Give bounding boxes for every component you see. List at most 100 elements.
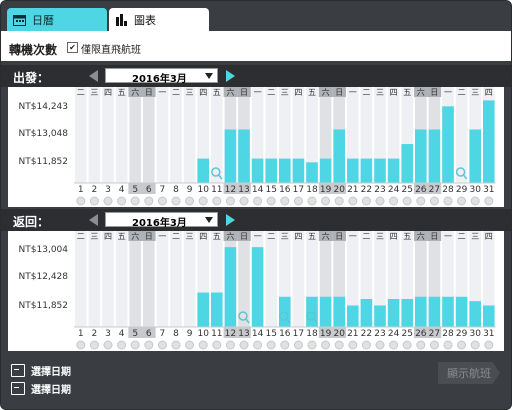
outbound-date-label: 10 bbox=[197, 185, 209, 195]
select-outbound-date-link[interactable]: 選擇日期 bbox=[11, 363, 71, 378]
select-outbound-date-label: 選擇日期 bbox=[31, 367, 71, 378]
inbound-day-radio[interactable] bbox=[375, 340, 385, 350]
inbound-day-radio[interactable] bbox=[457, 340, 467, 350]
inbound-day-radio[interactable] bbox=[307, 340, 317, 350]
inbound-date-label: 1 bbox=[78, 329, 84, 339]
outbound-day-radio[interactable] bbox=[470, 196, 480, 206]
outbound-day-radio[interactable] bbox=[117, 196, 127, 206]
inbound-bar bbox=[333, 296, 345, 327]
inbound-day-radio[interactable] bbox=[470, 340, 480, 350]
inbound-day-radio[interactable] bbox=[280, 340, 290, 350]
inbound-day-radio[interactable] bbox=[157, 340, 167, 350]
outbound-next-month-arrow-icon[interactable] bbox=[226, 70, 235, 82]
outbound-fare-chart: 二三四五六日一二三四五六日一二三四五六日一二三四五六日一二三四 NT$14,243… bbox=[8, 87, 504, 207]
inbound-day-radio[interactable] bbox=[416, 340, 426, 350]
inbound-day-radio[interactable] bbox=[76, 340, 86, 350]
inbound-day-radio[interactable] bbox=[144, 340, 154, 350]
outbound-day-radio[interactable] bbox=[157, 196, 167, 206]
outbound-day-radio[interactable] bbox=[389, 196, 399, 206]
inbound-day-radio[interactable] bbox=[185, 340, 195, 350]
outbound-day-radio[interactable] bbox=[293, 196, 303, 206]
show-flights-button[interactable]: 顯示航班 bbox=[438, 362, 500, 384]
inbound-day-radio[interactable] bbox=[348, 340, 358, 350]
outbound-bar bbox=[279, 158, 291, 183]
outbound-day-radio[interactable] bbox=[402, 196, 412, 206]
outbound-date-label: 5 bbox=[132, 185, 138, 195]
outbound-day-radio[interactable] bbox=[443, 196, 453, 206]
inbound-day-radio[interactable] bbox=[334, 340, 344, 350]
outbound-day-radio[interactable] bbox=[212, 196, 222, 206]
inbound-day-radio[interactable] bbox=[484, 340, 494, 350]
outbound-day-radio[interactable] bbox=[484, 196, 494, 206]
inbound-day-radio[interactable] bbox=[429, 340, 439, 350]
outbound-day-radio[interactable] bbox=[239, 196, 249, 206]
inbound-day-radio[interactable] bbox=[89, 340, 99, 350]
outbound-month-select[interactable]: 2016年3月 bbox=[105, 68, 218, 85]
inbound-day-radio[interactable] bbox=[266, 340, 276, 350]
outbound-date-label: 16 bbox=[279, 185, 291, 195]
outbound-day-radio[interactable] bbox=[334, 196, 344, 206]
outbound-prev-month-arrow-icon[interactable] bbox=[89, 70, 98, 82]
outbound-bar bbox=[251, 158, 264, 183]
inbound-day-radio[interactable] bbox=[198, 340, 208, 350]
inbound-day-column bbox=[75, 231, 87, 327]
outbound-day-radio[interactable] bbox=[130, 196, 140, 206]
outbound-day-radio[interactable] bbox=[76, 196, 86, 206]
outbound-day-radio[interactable] bbox=[225, 196, 235, 206]
inbound-day-column bbox=[401, 231, 413, 327]
outbound-day-radio[interactable] bbox=[280, 196, 290, 206]
inbound-weekend-date-bg bbox=[318, 327, 333, 338]
outbound-day-radio[interactable] bbox=[416, 196, 426, 206]
outbound-day-radio[interactable] bbox=[198, 196, 208, 206]
inbound-weekday-label: 六 bbox=[131, 231, 139, 241]
outbound-day-radio[interactable] bbox=[321, 196, 331, 206]
direct-only-label[interactable]: 僅限直飛航班 bbox=[81, 45, 141, 56]
inbound-day-radio[interactable] bbox=[130, 340, 140, 350]
inbound-day-column bbox=[143, 231, 155, 327]
outbound-day-radio[interactable] bbox=[253, 196, 263, 206]
outbound-weekend-label-bg bbox=[128, 87, 142, 97]
outbound-day-radio[interactable] bbox=[171, 196, 181, 206]
outbound-day-radio[interactable] bbox=[103, 196, 113, 206]
outbound-day-radio[interactable] bbox=[185, 196, 195, 206]
outbound-day-radio[interactable] bbox=[89, 196, 99, 206]
outbound-weekend-date-bg bbox=[237, 183, 251, 194]
inbound-date-label: 19 bbox=[320, 329, 332, 339]
inbound-weekend-date-bg bbox=[427, 327, 442, 338]
outbound-day-radio[interactable] bbox=[348, 196, 358, 206]
inbound-day-radio[interactable] bbox=[239, 340, 249, 350]
inbound-day-radio[interactable] bbox=[103, 340, 113, 350]
search-icon-handle bbox=[463, 174, 468, 180]
tab-chart[interactable]: 圖表 bbox=[109, 8, 209, 31]
inbound-prev-month-arrow-icon[interactable] bbox=[89, 214, 98, 226]
outbound-day-radio[interactable] bbox=[361, 196, 371, 206]
inbound-day-radio[interactable] bbox=[402, 340, 412, 350]
inbound-day-radio[interactable] bbox=[225, 340, 235, 350]
inbound-day-column bbox=[306, 231, 318, 327]
outbound-day-radio[interactable] bbox=[457, 196, 467, 206]
inbound-day-radio[interactable] bbox=[253, 340, 263, 350]
tab-calendar[interactable]: 日曆 bbox=[7, 8, 107, 31]
inbound-month-value: 2016年3月 bbox=[132, 218, 187, 229]
outbound-day-radio[interactable] bbox=[266, 196, 276, 206]
inbound-day-radio[interactable] bbox=[443, 340, 453, 350]
inbound-day-radio[interactable] bbox=[212, 340, 222, 350]
inbound-day-radio[interactable] bbox=[117, 340, 127, 350]
inbound-day-radio[interactable] bbox=[293, 340, 303, 350]
outbound-day-radio[interactable] bbox=[307, 196, 317, 206]
outbound-day-radio[interactable] bbox=[375, 196, 385, 206]
outbound-day-radio[interactable] bbox=[144, 196, 154, 206]
outbound-day-radio[interactable] bbox=[429, 196, 439, 206]
inbound-day-column bbox=[483, 231, 495, 327]
outbound-day-column bbox=[197, 87, 209, 183]
select-return-date-link[interactable]: 選擇日期 bbox=[11, 381, 71, 396]
inbound-day-radio[interactable] bbox=[389, 340, 399, 350]
direct-only-checkbox[interactable]: ✔ bbox=[67, 42, 78, 53]
inbound-day-radio[interactable] bbox=[361, 340, 371, 350]
calendar-icon bbox=[13, 14, 26, 26]
inbound-month-select[interactable]: 2016年3月 bbox=[105, 212, 218, 229]
outbound-day-column bbox=[75, 87, 87, 183]
inbound-day-radio[interactable] bbox=[171, 340, 181, 350]
inbound-day-radio[interactable] bbox=[321, 340, 331, 350]
inbound-next-month-arrow-icon[interactable] bbox=[226, 214, 235, 226]
